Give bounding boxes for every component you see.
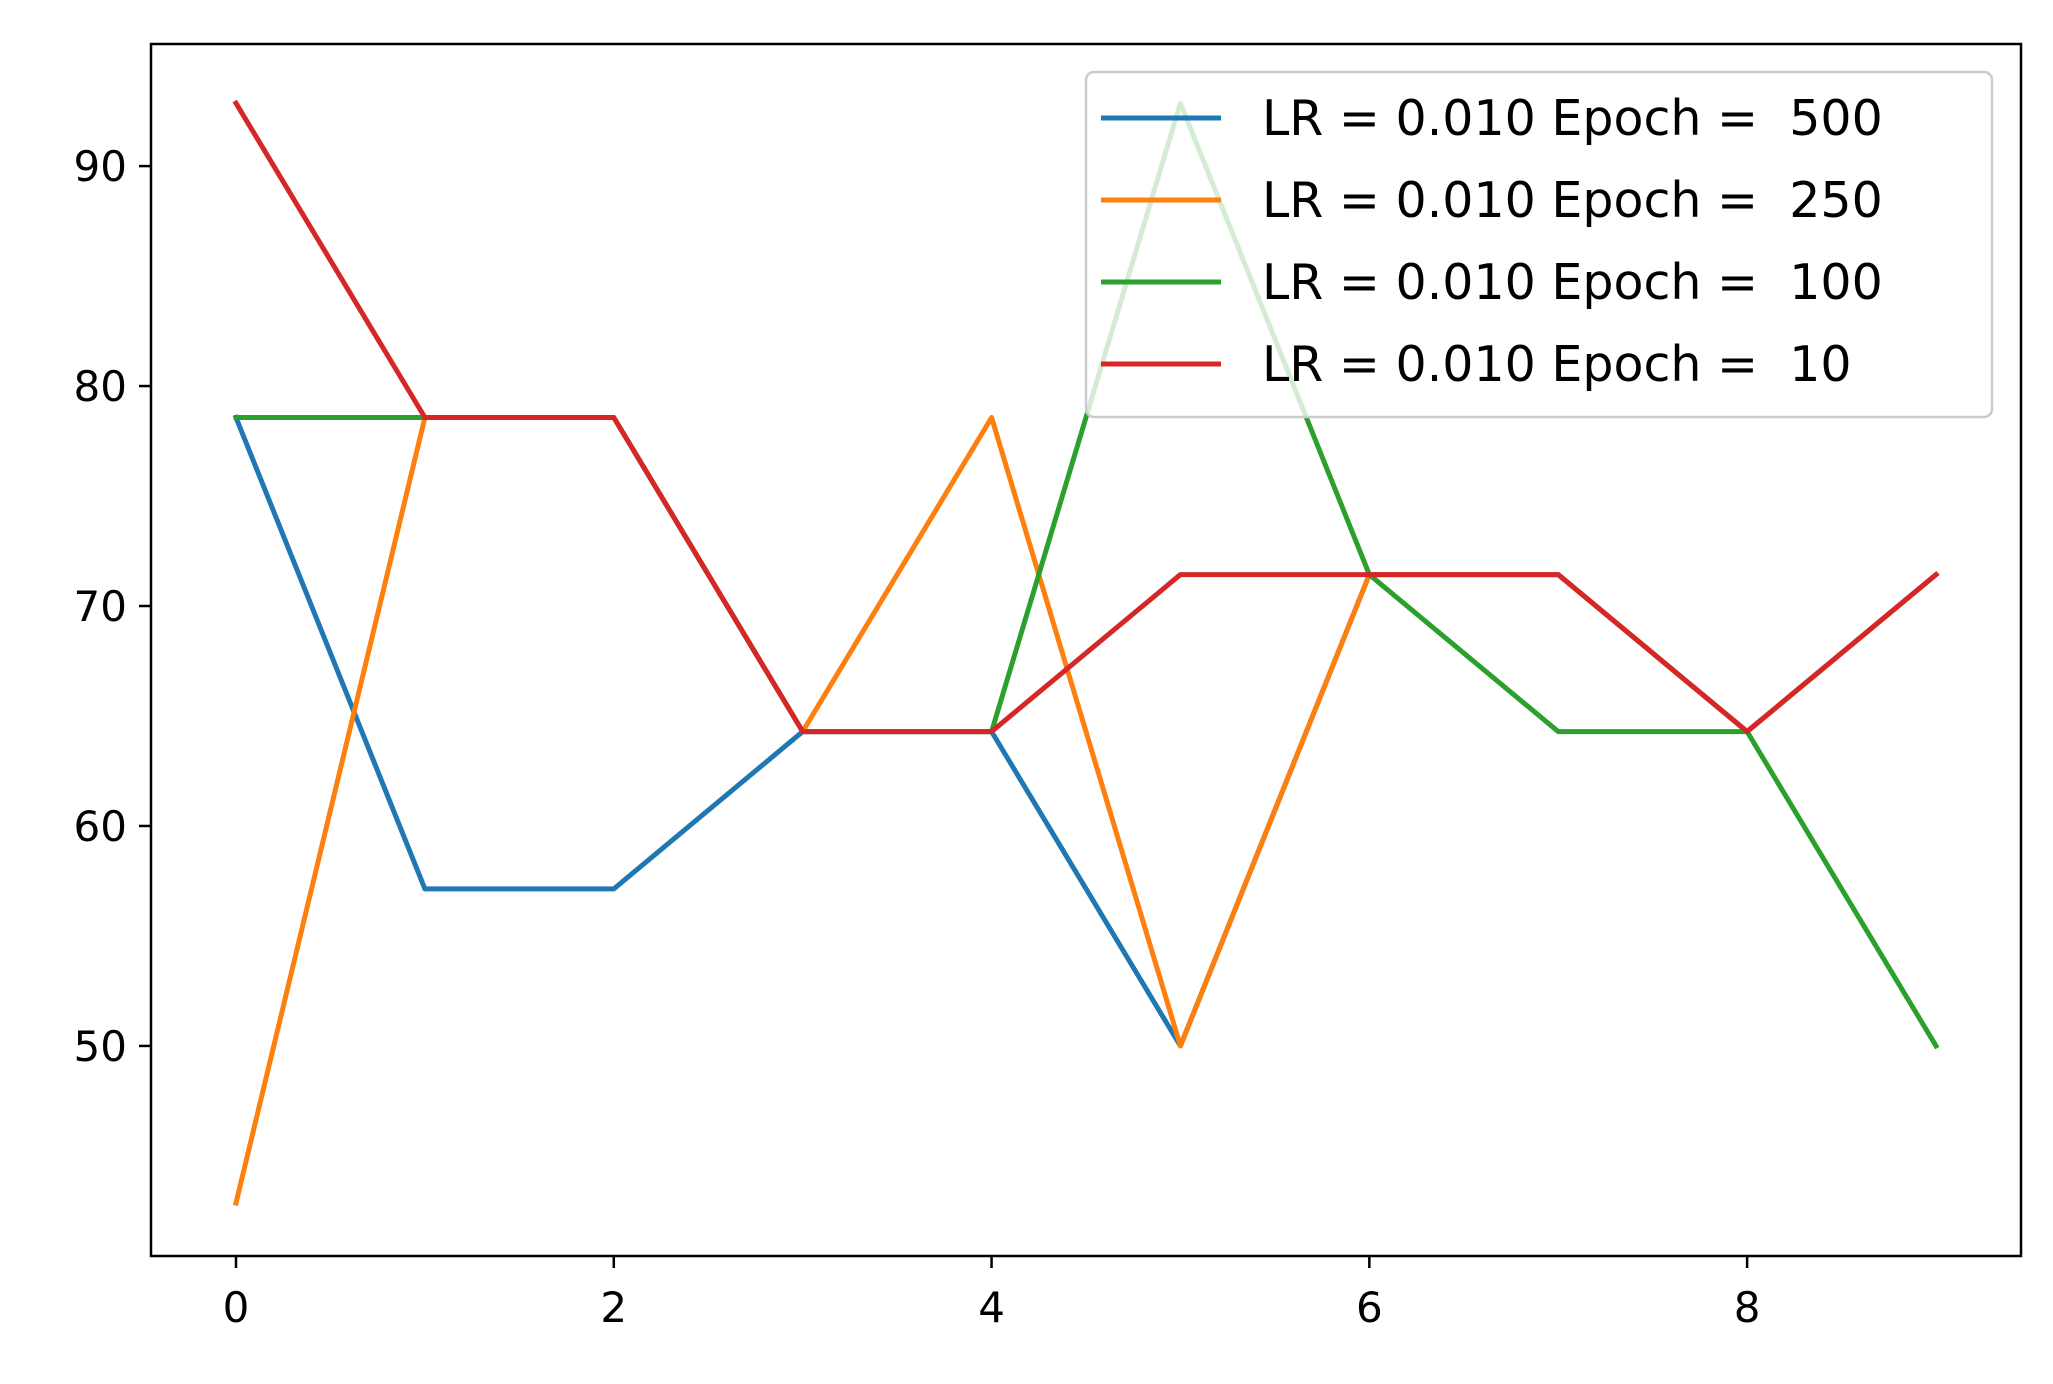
- x-tick-label: 2: [600, 1283, 627, 1332]
- x-tick-label: 0: [223, 1283, 250, 1332]
- y-tick-label: 70: [74, 582, 127, 631]
- axes-frame: [149, 42, 2023, 1258]
- legend-label-0: LR = 0.010 Epoch = 500: [1262, 90, 1883, 147]
- x-tick-label: 4: [978, 1283, 1005, 1332]
- x-axis: 0 2 4 6 8: [223, 1256, 1761, 1332]
- x-tick-label: 6: [1356, 1283, 1383, 1332]
- legend-label-3: LR = 0.010 Epoch = 10: [1262, 336, 1852, 393]
- y-tick-label: 80: [74, 362, 127, 411]
- y-tick-label: 90: [74, 142, 127, 191]
- y-tick-label: 50: [74, 1022, 127, 1071]
- series-layer: [232, 99, 1940, 1207]
- y-tick-label: 60: [74, 802, 127, 851]
- series-line-3: [232, 99, 1940, 735]
- legend-entries: LR = 0.010 Epoch = 500 LR = 0.010 Epoch =…: [1101, 90, 1883, 393]
- legend: LR = 0.010 Epoch = 500 LR = 0.010 Epoch =…: [1084, 70, 1994, 419]
- y-axis: 50 60 70 80 90: [74, 142, 151, 1071]
- legend-label-2: LR = 0.010 Epoch = 100: [1262, 254, 1883, 311]
- x-tick-label: 8: [1734, 1283, 1761, 1332]
- legend-label-1: LR = 0.010 Epoch = 250: [1262, 172, 1883, 229]
- legend-box: [1084, 70, 1994, 419]
